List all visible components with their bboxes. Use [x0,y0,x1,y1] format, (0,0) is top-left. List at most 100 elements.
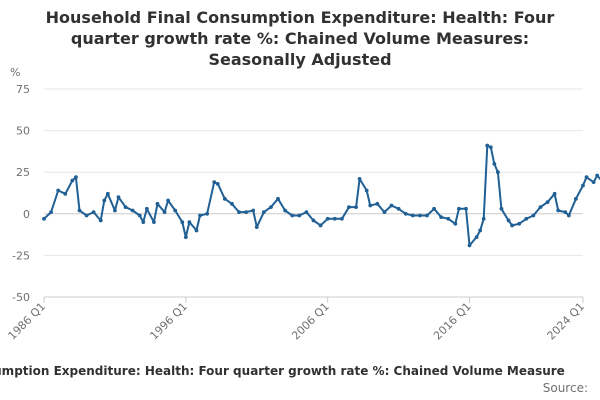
data-point [566,213,571,218]
data-point [481,216,486,221]
data-point [254,225,259,230]
data-point [251,208,256,213]
data-point [584,175,589,180]
data-point [42,216,46,221]
data-point [453,221,458,226]
data-point [237,210,241,215]
data-point [417,213,422,218]
y-tick-label: 0 [23,208,30,221]
chart-title-line-2: quarter growth rate %: Chained Volume Me… [70,29,530,48]
data-point [432,206,436,211]
data-point [152,220,156,225]
data-point [74,175,78,180]
data-point [162,210,167,215]
x-tick-label: 2006 Q1 [289,300,332,343]
data-point [77,208,82,213]
data-point [488,145,493,150]
y-tick-label: -50 [12,291,30,304]
data-point [478,228,483,233]
data-point [325,216,330,221]
data-point [425,213,429,218]
data-point [464,206,468,211]
x-axis-ticks: 1986 Q1 1996 Q1 2006 Q1 2016 Q1 2024 Q1 [6,296,588,343]
data-point [155,201,160,206]
data-point [467,243,472,248]
data-point [290,213,295,218]
data-point [545,200,550,205]
data-point [166,198,171,203]
data-point [105,191,110,196]
data-point [113,208,117,213]
data-point [581,183,585,188]
y-tick-label: 25 [16,166,30,179]
data-point [269,205,273,210]
y-tick-label: -25 [12,249,30,262]
data-point [180,220,185,225]
data-point [311,218,316,223]
data-point [276,196,280,201]
data-point [332,216,337,221]
data-point [130,208,135,213]
data-point [347,205,351,210]
data-point [538,205,543,210]
data-point [283,208,288,213]
data-point [304,210,309,215]
y-axis-ticks: 75 50 25 0 -25 -50 [12,83,30,304]
data-point [205,211,210,216]
x-tick-label: 2016 Q1 [431,300,474,343]
data-point [183,235,188,239]
chart-title-line-3: Seasonally Adjusted [208,50,392,69]
x-tick-label: 1986 Q1 [6,300,49,343]
x-tick-label: 1996 Q1 [147,300,190,343]
y-tick-label: 50 [16,125,30,138]
data-point [91,210,96,215]
data-point [499,206,504,211]
chart-title-line-1: Household Final Consumption Expenditure:… [45,8,555,27]
source-label: Source: [542,381,588,395]
data-point [212,180,217,185]
data-point [230,201,234,206]
data-point [116,195,121,200]
series-layer [42,143,600,248]
data-point [244,210,249,215]
data-point [375,201,380,206]
y-tick-label: 75 [16,83,30,96]
data-point [563,210,568,215]
data-point [510,223,514,228]
data-point [364,188,369,193]
data-point [56,188,61,193]
data-point [222,196,227,201]
data-point [297,213,302,218]
x-tick-label: 2024 Q1 [545,300,588,343]
data-point [354,205,358,210]
data-point [63,191,68,196]
data-point [339,216,344,221]
data-point [215,181,220,186]
data-point [123,205,128,210]
data-point [198,213,202,218]
data-point [474,235,479,239]
chart-caption: sumption Expenditure: Health: Four quart… [0,364,565,378]
data-point [524,216,529,221]
data-point [456,206,461,211]
data-point [49,210,53,215]
series-line [43,144,600,247]
data-point [439,215,444,220]
data-point [70,178,75,183]
data-point [506,218,511,223]
data-point [595,173,600,178]
data-point [382,210,387,215]
data-point [187,220,192,225]
data-point [531,213,536,218]
data-point [389,203,394,208]
data-point [403,211,408,216]
data-point [102,198,107,203]
data-point [141,220,146,225]
data-point [574,196,578,201]
data-point [98,218,103,223]
data-point [556,208,561,213]
data-point [318,223,323,228]
data-point [396,206,401,211]
data-point [552,191,557,196]
